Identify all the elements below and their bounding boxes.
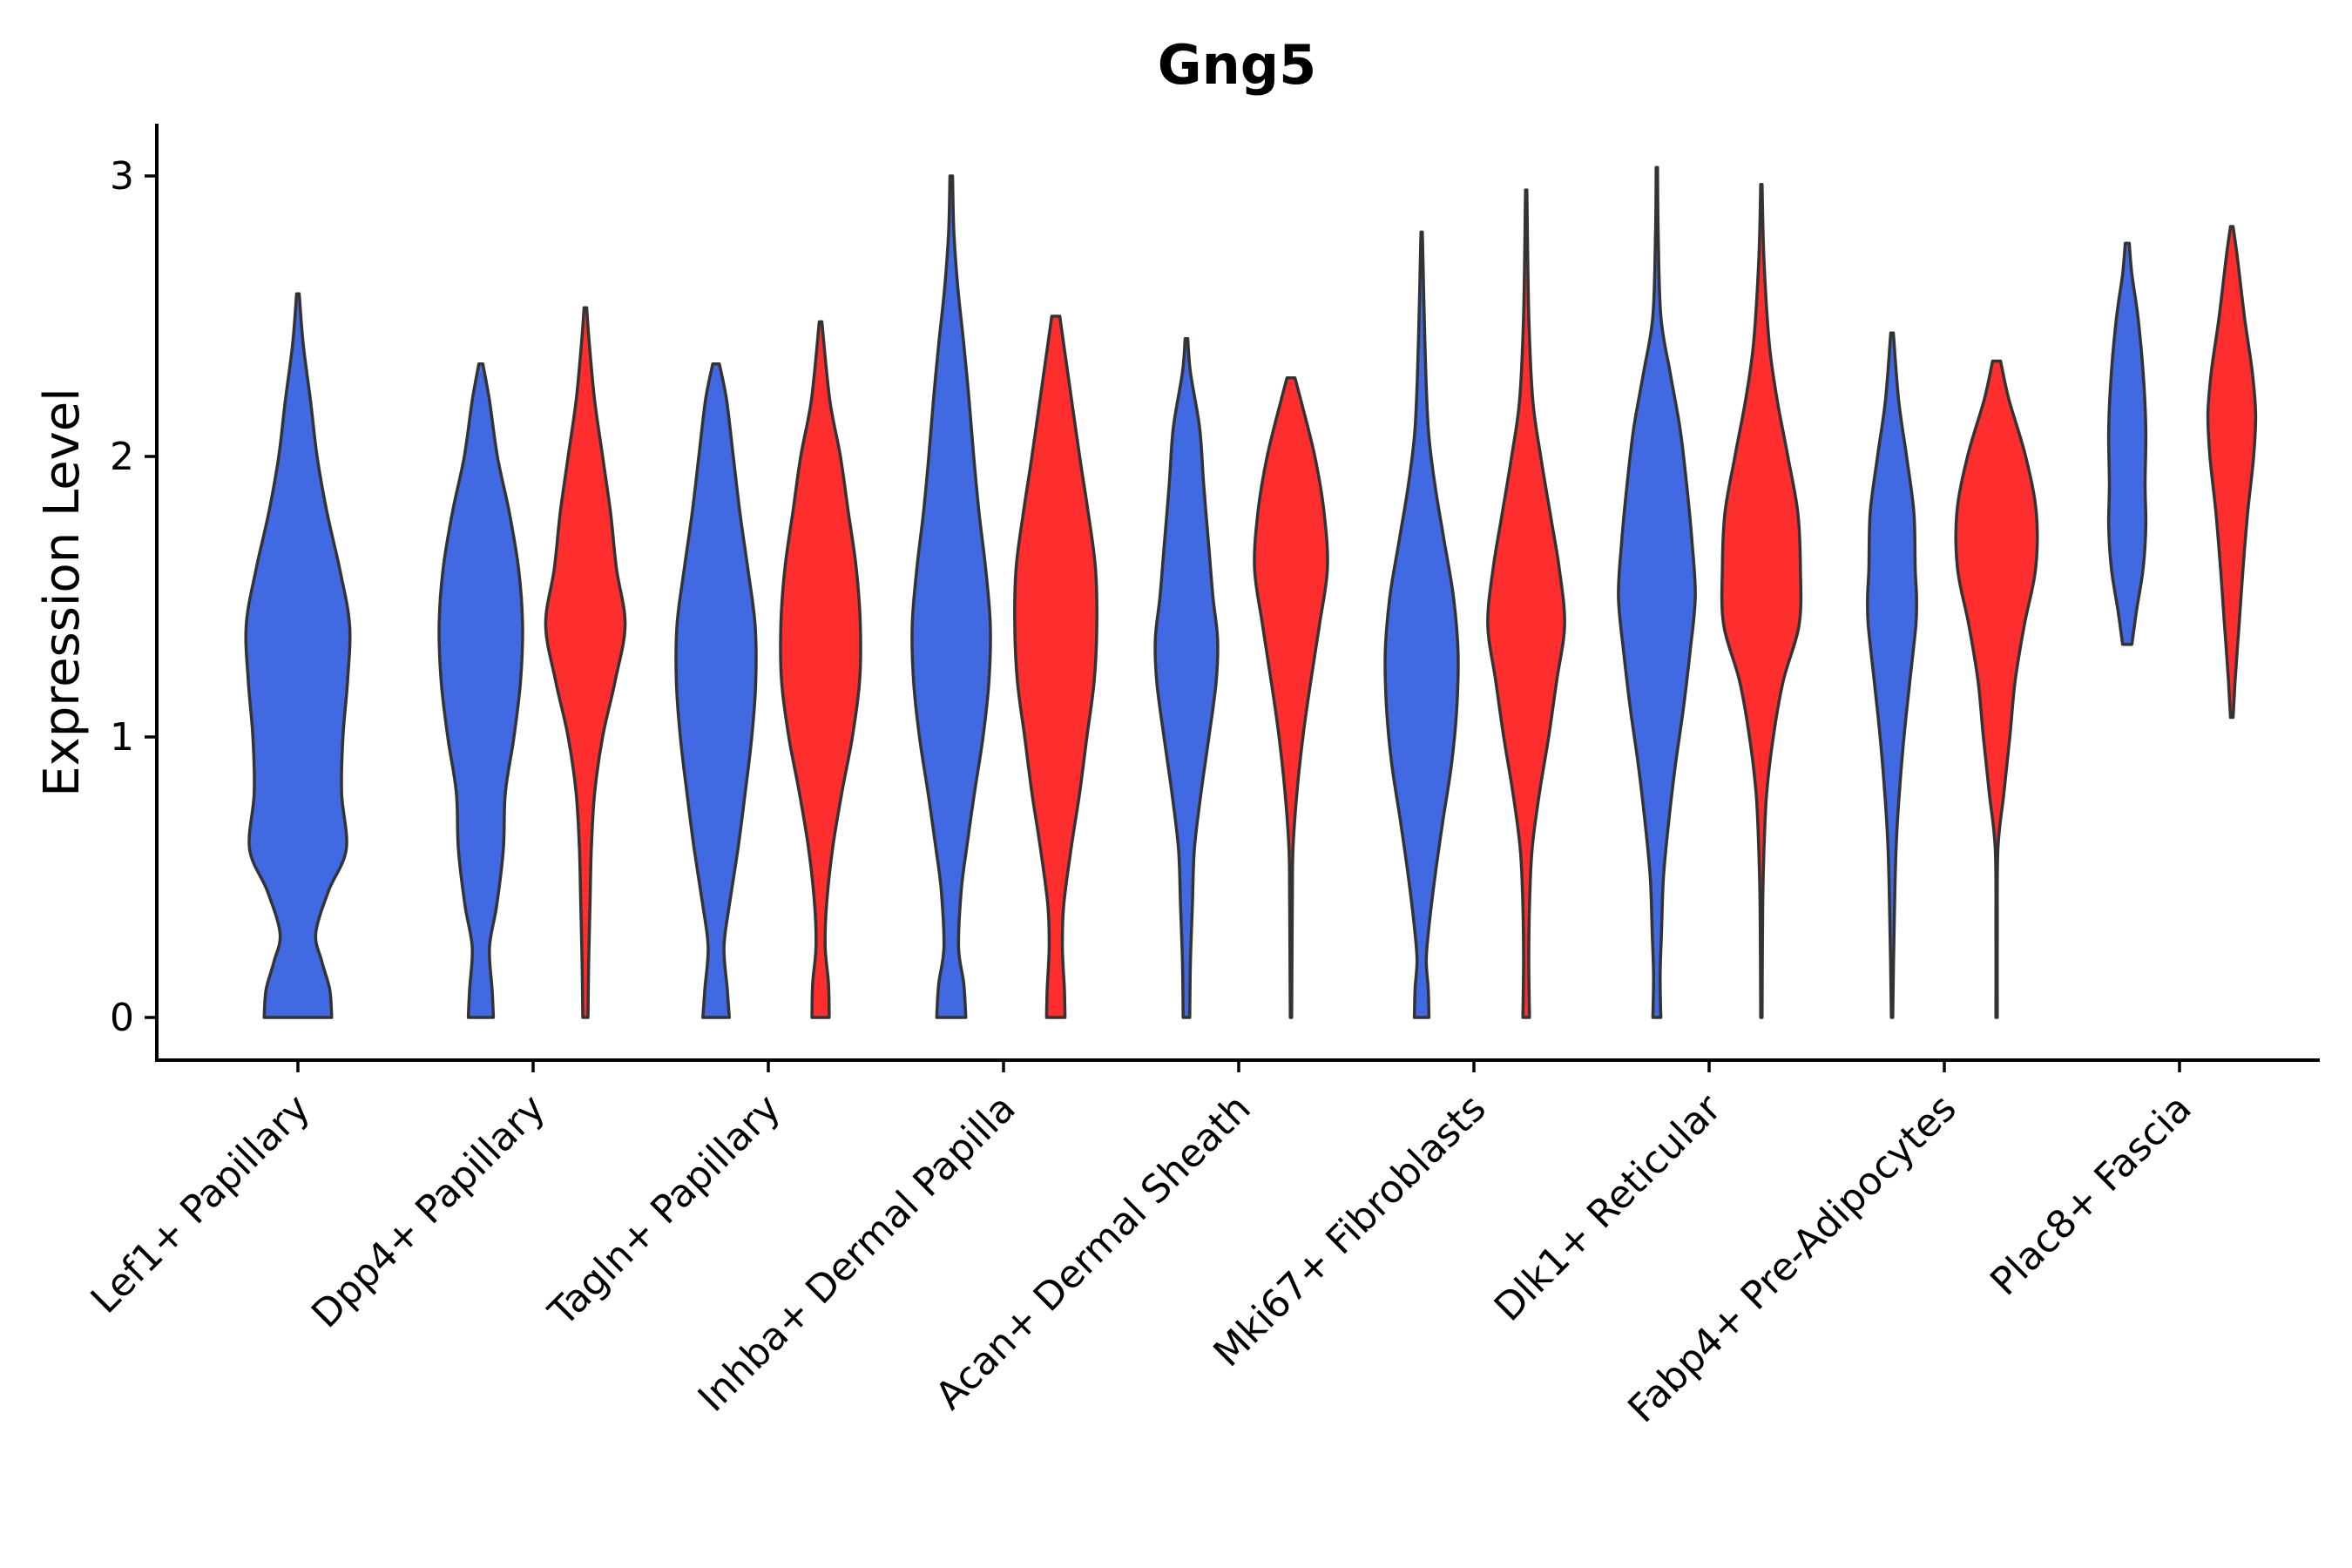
violin-group-blue-1: [437, 362, 524, 1019]
violin-group-red-2: [779, 320, 862, 1019]
y-ticks: 0 1 2 3: [110, 154, 157, 1040]
violin-group-blue-8: [2106, 241, 2148, 646]
violin-group-blue-5: [1383, 230, 1460, 1019]
violin-group-red-4: [1253, 376, 1329, 1019]
y-tick-label: 0: [110, 996, 134, 1040]
violins-layer: [244, 166, 2258, 1019]
violin-group-blue-0: [244, 292, 352, 1019]
x-tick-label: Dpp4+ Papillary: [303, 1086, 554, 1337]
violin-group-blue-2: [674, 362, 758, 1019]
violin-group-blue-3: [910, 174, 992, 1019]
x-tick-label: Plac8+ Fascia: [1982, 1086, 2200, 1305]
violin-group-red-6: [1720, 182, 1803, 1019]
y-axis-label: Expression Level: [34, 388, 91, 797]
y-tick-label: 2: [110, 435, 134, 479]
x-tick-label: Mki67+ Fibroblasts: [1205, 1086, 1494, 1375]
y-tick-label: 3: [110, 154, 134, 199]
violin-group-blue-7: [1866, 331, 1918, 1019]
x-tick-label: Dlk1+ Reticular: [1486, 1085, 1731, 1330]
violin-group-red-1: [544, 306, 627, 1019]
violin-group-red-8: [2206, 225, 2258, 720]
x-tick-label: Lef1+ Papillary: [83, 1086, 319, 1322]
violin-group-red-7: [1954, 359, 2039, 1019]
y-tick-label: 1: [110, 715, 134, 760]
violin-group-red-5: [1486, 188, 1566, 1019]
violin-group-blue-4: [1153, 337, 1220, 1019]
violin-group-blue-6: [1617, 166, 1697, 1019]
violin-group-red-3: [1013, 314, 1098, 1019]
x-tick-label: Tagln+ Papillary: [540, 1086, 789, 1335]
chart-title: Gng5: [1158, 33, 1317, 97]
